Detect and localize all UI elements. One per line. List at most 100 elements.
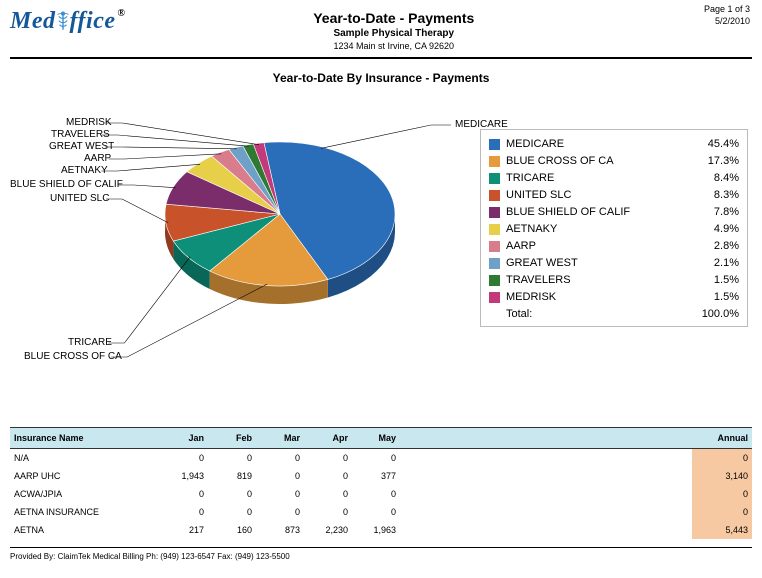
legend-swatch [489, 275, 500, 286]
slice-label: UNITED SLC [50, 193, 109, 204]
cell-month-value: 1,963 [352, 521, 400, 539]
legend-swatch [489, 173, 500, 184]
legend-item-name: AETNAKY [506, 221, 683, 238]
cell-annual-value: 5,443 [692, 521, 752, 539]
cell-month-value: 0 [352, 449, 400, 468]
cell-month-value: 0 [256, 467, 304, 485]
table-header: Mar [256, 428, 304, 449]
legend-item-name: GREAT WEST [506, 255, 683, 272]
legend-swatch [489, 241, 500, 252]
cell-month-value: 160 [208, 521, 256, 539]
cell-month-value: 0 [352, 503, 400, 521]
legend-item: GREAT WEST2.1% [489, 255, 739, 272]
legend-swatch [489, 224, 500, 235]
chart-area: MEDICAREBLUE CROSS OF CATRICAREUNITED SL… [10, 109, 752, 389]
legend-item-pct: 45.4% [683, 136, 739, 153]
cell-month-value: 0 [160, 449, 208, 468]
cell-month-value: 873 [256, 521, 304, 539]
logo-text-med: Med [10, 8, 56, 34]
cell-insurance-name: AETNA [10, 521, 160, 539]
slice-label: AETNAKY [61, 165, 108, 176]
slice-label: TRICARE [68, 337, 112, 348]
legend-swatch [489, 258, 500, 269]
legend-item-name: TRICARE [506, 170, 683, 187]
page-number: Page 1 of 3 [704, 4, 750, 16]
cell-annual-value: 0 [692, 503, 752, 521]
table-header: Jan [160, 428, 208, 449]
legend-item-pct: 17.3% [683, 153, 739, 170]
cell-month-value: 0 [304, 485, 352, 503]
table-header: Apr [304, 428, 352, 449]
cell-month-value: 2,230 [304, 521, 352, 539]
logo-registered: ® [118, 8, 126, 19]
legend-swatch [489, 156, 500, 167]
legend-total-value: 100.0% [683, 308, 739, 320]
legend-item: UNITED SLC8.3% [489, 187, 739, 204]
legend-item-pct: 7.8% [683, 204, 739, 221]
table-header: Annual [692, 428, 752, 449]
legend-swatch [489, 292, 500, 303]
title-block: Year-to-Date - Payments Sample Physical … [136, 10, 652, 51]
cell-month-value: 0 [160, 503, 208, 521]
header-divider [10, 57, 752, 59]
legend-item: MEDICARE45.4% [489, 136, 739, 153]
cell-month-value: 0 [256, 485, 304, 503]
slice-label: BLUE CROSS OF CA [24, 351, 122, 362]
table-row: AETNA INSURANCE000000 [10, 503, 752, 521]
report-subtitle: Sample Physical Therapy [136, 28, 652, 39]
cell-insurance-name: AARP UHC [10, 467, 160, 485]
cell-month-value: 0 [304, 449, 352, 468]
table-row: AETNA2171608732,2301,9635,443 [10, 521, 752, 539]
cell-insurance-name: N/A [10, 449, 160, 468]
slice-label: GREAT WEST [49, 141, 114, 152]
legend: MEDICARE45.4%BLUE CROSS OF CA17.3%TRICAR… [480, 129, 748, 327]
page-meta: Page 1 of 3 5/2/2010 [704, 4, 750, 27]
legend-swatch [489, 190, 500, 201]
legend-item-name: BLUE SHIELD OF CALIF [506, 204, 683, 221]
legend-item: MEDRISK1.5% [489, 289, 739, 306]
cell-insurance-name: AETNA INSURANCE [10, 503, 160, 521]
legend-item-pct: 4.9% [683, 221, 739, 238]
legend-item: AARP2.8% [489, 238, 739, 255]
slice-label: AARP [84, 153, 111, 164]
cell-month-value: 0 [208, 503, 256, 521]
legend-item-name: UNITED SLC [506, 187, 683, 204]
legend-item: AETNAKY4.9% [489, 221, 739, 238]
legend-item: BLUE CROSS OF CA17.3% [489, 153, 739, 170]
cell-month-value: 0 [352, 485, 400, 503]
cell-month-value: 377 [352, 467, 400, 485]
legend-total-row: Total: 100.0% [489, 308, 739, 320]
report-title: Year-to-Date - Payments [136, 10, 652, 26]
cell-month-value: 0 [256, 503, 304, 521]
logo-text-office: ffice [70, 8, 116, 34]
legend-swatch [489, 139, 500, 150]
slice-label: MEDRISK [66, 117, 112, 128]
brand-logo: Med ffice® [10, 8, 136, 35]
legend-item-name: TRAVELERS [506, 272, 683, 289]
cell-month-value: 0 [208, 485, 256, 503]
table-header: May [352, 428, 400, 449]
cell-month-value: 0 [160, 485, 208, 503]
legend-item-pct: 1.5% [683, 272, 739, 289]
legend-item: TRICARE8.4% [489, 170, 739, 187]
report-date: 5/2/2010 [704, 16, 750, 28]
footer-text: Provided By: ClaimTek Medical Billing Ph… [10, 552, 290, 561]
chart-title: Year-to-Date By Insurance - Payments [10, 71, 752, 85]
table-row: AARP UHC1,943819003773,140 [10, 467, 752, 485]
cell-month-value: 0 [208, 449, 256, 468]
cell-insurance-name: ACWA/JPIA [10, 485, 160, 503]
legend-item-pct: 8.3% [683, 187, 739, 204]
legend-item-pct: 8.4% [683, 170, 739, 187]
slice-label: BLUE SHIELD OF CALIF [10, 179, 123, 190]
legend-item-pct: 2.8% [683, 238, 739, 255]
legend-item: TRAVELERS1.5% [489, 272, 739, 289]
table-header: Insurance Name [10, 428, 160, 449]
report-address: 1234 Main st Irvine, CA 92620 [136, 41, 652, 51]
legend-item: BLUE SHIELD OF CALIF7.8% [489, 204, 739, 221]
cell-annual-value: 3,140 [692, 467, 752, 485]
caduceus-icon [56, 10, 70, 34]
legend-total-label: Total: [506, 308, 683, 320]
cell-annual-value: 0 [692, 485, 752, 503]
cell-month-value: 0 [304, 467, 352, 485]
legend-swatch [489, 207, 500, 218]
